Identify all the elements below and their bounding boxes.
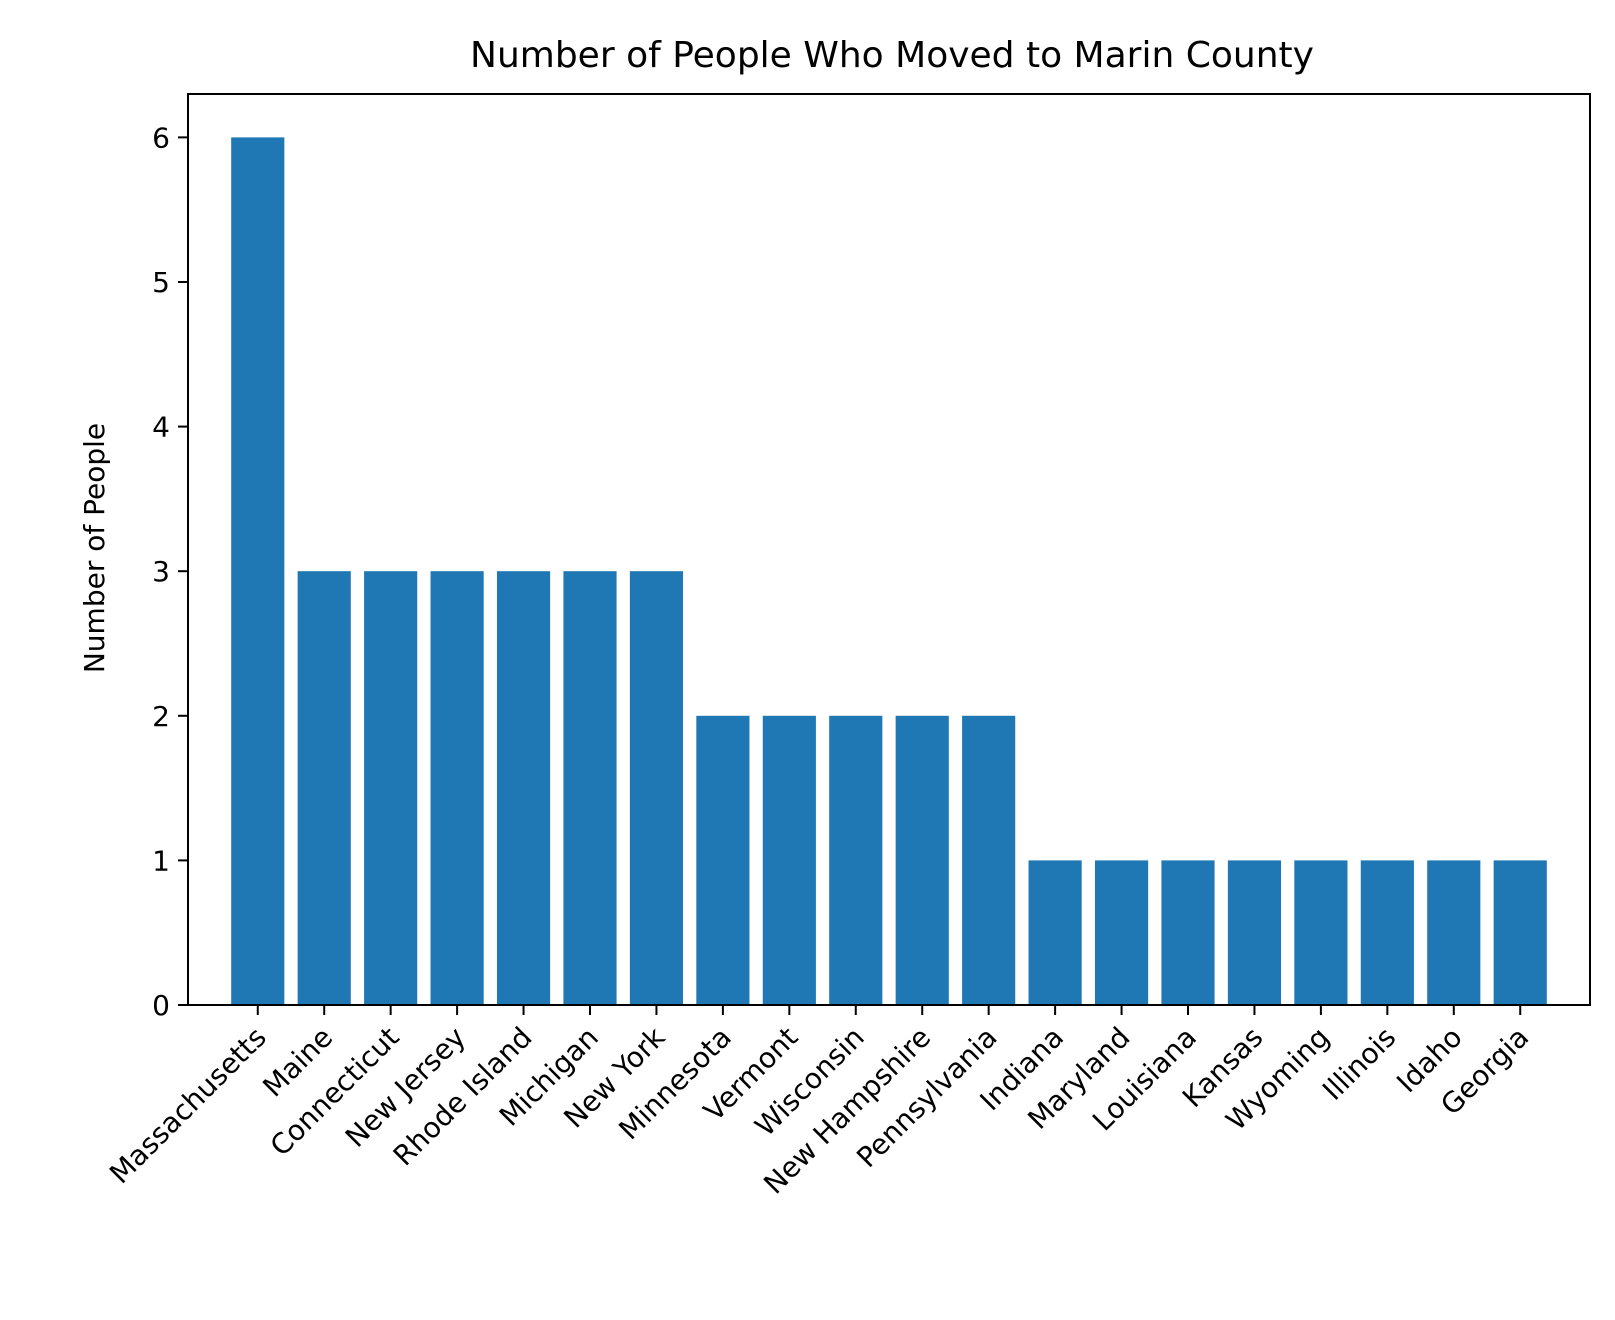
bar-vermont bbox=[762, 715, 816, 1005]
bar-new-hampshire bbox=[895, 715, 949, 1005]
bar-louisiana bbox=[1161, 860, 1215, 1005]
y-tick-label: 0 bbox=[152, 989, 170, 1022]
bar-wisconsin bbox=[829, 715, 883, 1005]
y-tick-label: 4 bbox=[152, 411, 170, 444]
bar-rhode-island bbox=[496, 571, 551, 1005]
bar-new-york bbox=[629, 571, 684, 1005]
bar-georgia bbox=[1493, 860, 1547, 1005]
bar-pennsylvania bbox=[962, 715, 1016, 1005]
bar-wyoming bbox=[1294, 860, 1348, 1005]
y-axis: 0 1 2 3 4 5 6 bbox=[152, 121, 188, 1022]
bar-minnesota bbox=[696, 715, 750, 1005]
y-tick-label: 1 bbox=[152, 844, 170, 877]
plot-frame bbox=[187, 93, 1591, 1006]
y-tick-label: 2 bbox=[152, 700, 170, 733]
y-tick-label: 6 bbox=[152, 121, 170, 154]
bar-michigan bbox=[563, 571, 617, 1005]
bar-kansas bbox=[1227, 860, 1282, 1005]
bar-massachusetts bbox=[231, 137, 285, 1005]
bar-maine bbox=[297, 571, 351, 1005]
bars-group bbox=[231, 137, 1547, 1005]
bar-idaho bbox=[1427, 860, 1481, 1005]
bar-indiana bbox=[1028, 860, 1082, 1005]
bar-illinois bbox=[1360, 860, 1414, 1005]
y-tick-label: 5 bbox=[152, 266, 170, 299]
chart-title: Number of People Who Moved to Marin Coun… bbox=[470, 35, 1314, 76]
y-tick-label: 3 bbox=[152, 555, 170, 588]
bar-maryland bbox=[1094, 860, 1149, 1005]
bar-connecticut bbox=[364, 571, 418, 1005]
y-axis-label: Number of People bbox=[78, 423, 111, 673]
bar-new-jersey bbox=[430, 571, 484, 1005]
